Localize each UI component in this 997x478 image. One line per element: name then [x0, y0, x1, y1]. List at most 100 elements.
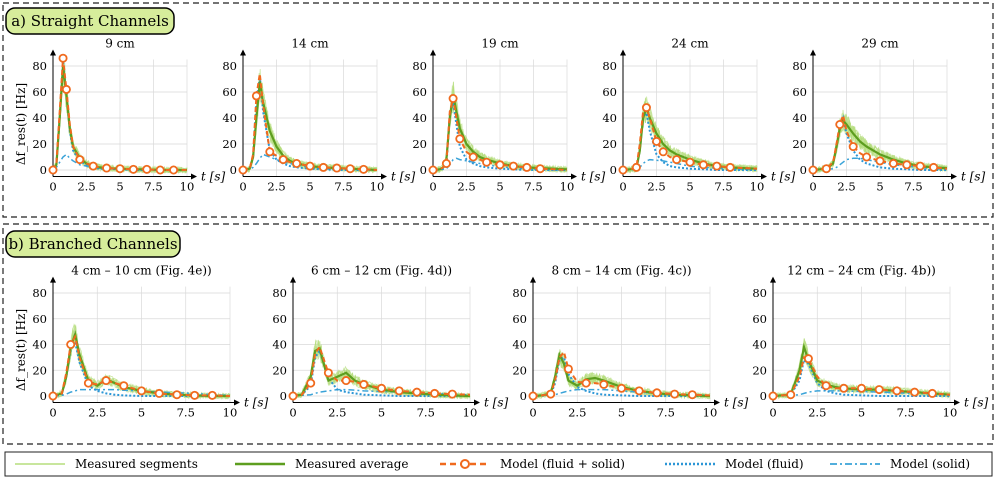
model-marker: [115, 164, 125, 174]
legend-box: [4, 451, 993, 477]
y-tick-label: 60: [272, 312, 287, 326]
chart-title: 6 cm – 12 cm (Fig. 4d)): [311, 264, 452, 278]
x-tick-label: 7.5: [657, 405, 675, 419]
model-marker: [251, 91, 261, 101]
model-marker: [154, 388, 164, 398]
y-axis-arrow: [810, 49, 816, 56]
x-axis-label: t [s]: [771, 170, 795, 184]
x-tick-label: 2.5: [88, 405, 106, 419]
model-marker: [522, 162, 532, 172]
x-tick-label: 10: [463, 405, 478, 419]
y-tick-label: 60: [512, 312, 527, 326]
panel-a-frame: [2, 2, 994, 218]
y-tick-label: 40: [512, 338, 527, 352]
model-marker: [599, 379, 609, 389]
panel-b-label: b) Branched Channels: [8, 235, 177, 253]
x-axis-arrow: [714, 399, 720, 406]
x-tick-label: 0: [769, 405, 776, 419]
panel-b-y-axis-label: Δf_res(t) [Hz]: [14, 309, 28, 391]
model-marker: [190, 390, 200, 400]
model-marker: [482, 157, 492, 167]
y-axis-arrow: [240, 49, 246, 56]
model-marker: [672, 155, 682, 165]
y-tick-label: 0: [230, 163, 237, 177]
y-tick-label: 20: [32, 363, 47, 377]
model-marker: [786, 390, 796, 400]
y-tick-label: 40: [32, 111, 47, 125]
chart-2: 0 2.5 5 7.5 10 0 20 40 60 80 t [s] 14 cm: [222, 37, 415, 194]
charts: 0 2.5 5 7.5 10 0 20 40 60 80 t [s] 9 cm 0 2.5 5 7.5 10 0 2…: [32, 37, 988, 420]
model-marker: [61, 84, 71, 94]
legend-marker-model-fluid-solid: [460, 459, 470, 469]
model-marker: [136, 386, 146, 396]
y-axis-arrow: [430, 49, 436, 56]
model-marker: [332, 163, 342, 173]
x-tick-label: 2.5: [267, 180, 285, 194]
model-marker: [101, 376, 111, 386]
model-marker: [66, 339, 76, 349]
x-axis-arrow: [571, 173, 577, 180]
panel-a-badge-box: [5, 7, 175, 35]
model-marker: [902, 160, 912, 170]
x-axis-arrow: [234, 399, 240, 406]
x-tick-label: 5: [686, 180, 693, 194]
model-marker: [808, 165, 818, 175]
panel-b-frame: [2, 223, 994, 445]
series-line-model-fluid-solid: [812, 111, 948, 171]
chart-1: 0 2.5 5 7.5 10 0 20 40 60 80 t [s] 9 cm: [32, 37, 225, 194]
model-marker: [455, 134, 465, 144]
model-marker: [447, 389, 457, 399]
series-line-model-solid: [773, 390, 951, 397]
legend-item-model-fluid: Model (fluid): [665, 457, 804, 471]
y-tick-label: 20: [602, 137, 617, 151]
model-marker: [323, 368, 333, 378]
series-line-model-fluid: [532, 355, 710, 397]
y-tick-label: 80: [412, 59, 427, 73]
x-tick-label: 0: [49, 405, 56, 419]
x-tick-label: 10: [750, 180, 765, 194]
x-tick-label: 5: [858, 405, 865, 419]
series-line-model-fluid-solid: [772, 356, 951, 397]
x-tick-label: 2.5: [808, 405, 826, 419]
model-marker: [394, 386, 404, 396]
chart-title: 19 cm: [481, 37, 519, 51]
y-tick-label: 80: [792, 59, 807, 73]
model-marker: [862, 152, 872, 162]
legend-label-model-solid: Model (solid): [890, 457, 970, 471]
y-tick-label: 60: [752, 312, 767, 326]
y-axis-arrow: [620, 49, 626, 56]
model-marker: [430, 388, 440, 398]
y-tick-label: 80: [752, 286, 767, 300]
model-marker: [265, 147, 275, 157]
y-tick-label: 40: [752, 338, 767, 352]
y-tick-label: 0: [610, 163, 617, 177]
y-tick-label: 40: [272, 338, 287, 352]
y-axis-arrow: [530, 276, 536, 283]
model-marker: [874, 385, 884, 395]
chart-title: 24 cm: [671, 37, 709, 51]
model-marker: [803, 354, 813, 364]
x-tick-label: 2.5: [647, 180, 665, 194]
legend-item-segments: Measured segments: [15, 457, 198, 471]
legend-label-segments: Measured segments: [75, 457, 198, 471]
model-marker: [376, 383, 386, 393]
legend-item-model-solid: Model (solid): [830, 457, 970, 471]
x-tick-label: 5: [496, 180, 503, 194]
y-tick-label: 0: [760, 389, 767, 403]
model-marker: [915, 161, 925, 171]
model-marker: [698, 160, 708, 170]
chart-title: 9 cm: [105, 37, 135, 51]
model-marker: [631, 162, 641, 172]
model-marker: [528, 391, 538, 401]
y-tick-label: 20: [222, 137, 237, 151]
x-tick-label: 0: [809, 180, 816, 194]
model-marker: [278, 155, 288, 165]
model-marker: [83, 378, 93, 388]
y-axis-arrow: [290, 276, 296, 283]
x-tick-label: 0: [429, 180, 436, 194]
x-tick-label: 7.5: [904, 180, 922, 194]
model-marker: [428, 165, 438, 175]
chart-title: 14 cm: [291, 37, 329, 51]
model-marker: [207, 390, 217, 400]
model-marker: [687, 390, 697, 400]
